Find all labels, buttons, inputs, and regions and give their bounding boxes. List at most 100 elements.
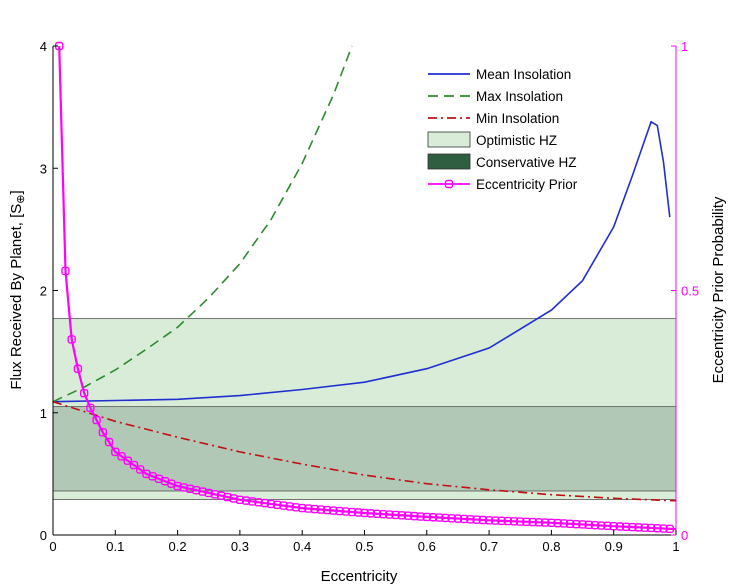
eccentricity-prior-marker	[435, 513, 444, 522]
eccentricity-prior-marker	[217, 491, 226, 500]
eccentricity-prior-marker	[472, 515, 481, 524]
x-tick-label: 0	[49, 539, 56, 554]
eccentricity-prior-marker	[659, 524, 668, 533]
legend-label: Mean Insolation	[476, 67, 571, 82]
eccentricity-prior-marker	[572, 519, 581, 529]
eccentricity-prior-marker	[466, 515, 475, 524]
eccentricity-prior-marker	[478, 515, 488, 525]
eccentricity-prior-marker	[615, 522, 625, 531]
mean-insolation-line	[52, 120, 671, 403]
eccentricity-prior-marker	[260, 498, 270, 508]
legend-item: Mean Insolation	[428, 67, 571, 82]
eccentricity-prior-marker	[86, 403, 95, 413]
eccentricity-prior-marker	[621, 522, 631, 531]
legend-item: Min Insolation	[428, 111, 559, 126]
x-tick-label: 1	[672, 539, 679, 554]
eccentricity-prior-marker	[416, 512, 425, 521]
legend-label: Optimistic HZ	[476, 133, 557, 148]
min-insolation-line	[52, 400, 677, 502]
eccentricity-prior-marker	[497, 516, 506, 526]
eccentricity-prior-marker	[354, 508, 363, 517]
eccentricity-prior-marker	[584, 520, 593, 530]
eccentricity-prior-marker	[173, 481, 182, 491]
x-tick-label: 0.6	[418, 539, 436, 554]
eccentricity-prior-marker	[378, 509, 388, 519]
eccentricity-prior-marker	[534, 518, 544, 527]
eccentricity-prior-marker	[229, 494, 238, 503]
eccentricity-prior-marker	[366, 509, 375, 518]
eccentricity-prior-marker	[516, 517, 525, 526]
y-tick-label: 4	[40, 39, 47, 54]
eccentricity-prior-marker	[73, 364, 83, 373]
eccentricity-prior-marker	[428, 513, 438, 522]
legend-marker	[444, 179, 454, 189]
eccentricity-prior-marker	[241, 496, 251, 505]
legend-item: Optimistic HZ	[427, 131, 557, 148]
eccentricity-prior-marker	[204, 488, 213, 498]
eccentricity-prior-marker	[410, 511, 419, 521]
y2-axis-label: Eccentricity Prior Probability	[710, 196, 727, 383]
x-tick-label: 0.8	[542, 539, 560, 554]
eccentricity-prior-marker	[298, 503, 307, 513]
eccentricity-prior-marker	[459, 514, 469, 524]
eccentricity-prior-marker	[185, 484, 195, 494]
legend-label: Min Insolation	[476, 111, 559, 126]
eccentricity-prior-marker	[441, 513, 450, 523]
x-tick-label: 0.9	[605, 539, 623, 554]
eccentricity-prior-marker	[136, 465, 145, 474]
eccentricity-prior-marker	[597, 521, 606, 530]
legend-item: Max Insolation	[428, 89, 563, 104]
eccentricity-prior-marker	[665, 524, 674, 534]
y2-tick-label: 0	[681, 528, 688, 543]
eccentricity-prior-marker	[67, 335, 76, 344]
x-tick-label: 0.7	[480, 539, 498, 554]
y-tick-label: 3	[40, 161, 47, 176]
eccentricity-prior-marker	[329, 506, 338, 515]
eccentricity-prior-marker	[235, 495, 245, 504]
eccentricity-prior-marker	[92, 415, 101, 425]
eccentricity-prior-marker	[609, 521, 618, 531]
x-tick-label: 0.3	[231, 539, 249, 554]
eccentricity-prior-marker	[547, 518, 556, 527]
y-tick-label: 1	[40, 406, 47, 421]
eccentricity-prior-marker	[254, 498, 263, 507]
x-tick-label: 0.1	[106, 539, 124, 554]
eccentricity-prior-marker	[385, 510, 394, 519]
eccentricity-prior-marker	[603, 521, 612, 531]
x-tick-label: 0.4	[293, 539, 311, 554]
eccentricity-prior-marker	[104, 437, 114, 447]
eccentricity-prior-marker	[248, 497, 257, 506]
eccentricity-prior-marker	[640, 523, 650, 532]
eccentricity-prior-marker	[628, 522, 637, 532]
x-tick-label: 0.5	[355, 539, 373, 554]
eccentricity-prior-marker	[291, 503, 301, 512]
eccentricity-prior-marker	[210, 490, 220, 499]
eccentricity-prior-marker	[273, 500, 282, 509]
eccentricity-prior-marker	[372, 509, 382, 518]
conservative-hz-band	[52, 406, 677, 492]
eccentricity-prior-marker	[653, 524, 662, 533]
eccentricity-prior-marker	[279, 501, 288, 510]
y2-tick-label: 1	[681, 39, 688, 54]
eccentricity-prior-marker	[179, 483, 189, 492]
eccentricity-prior-marker	[646, 523, 656, 533]
max-insolation-line	[52, 45, 353, 403]
legend-label: Conservative HZ	[476, 155, 577, 170]
eccentricity-prior-marker	[590, 520, 600, 530]
eccentricity-prior-marker	[79, 388, 89, 398]
eccentricity-prior-marker	[341, 507, 351, 516]
eccentricity-prior-marker	[528, 517, 537, 527]
eccentricity-prior-marker	[223, 492, 232, 502]
x-tick-label: 0.2	[169, 539, 187, 554]
eccentricity-prior-marker	[565, 519, 575, 529]
y-axis-label: Flux Received By Planet, [S⊕]	[8, 190, 27, 389]
eccentricity-prior-marker	[559, 519, 569, 528]
eccentricity-prior-marker	[129, 460, 139, 470]
eccentricity-prior-marker	[391, 510, 400, 520]
eccentricity-prior-marker	[316, 505, 326, 514]
legend-swatch	[427, 153, 471, 170]
eccentricity-prior-marker	[447, 514, 456, 523]
eccentricity-prior-marker	[578, 520, 587, 529]
eccentricity-prior-marker	[192, 486, 201, 495]
